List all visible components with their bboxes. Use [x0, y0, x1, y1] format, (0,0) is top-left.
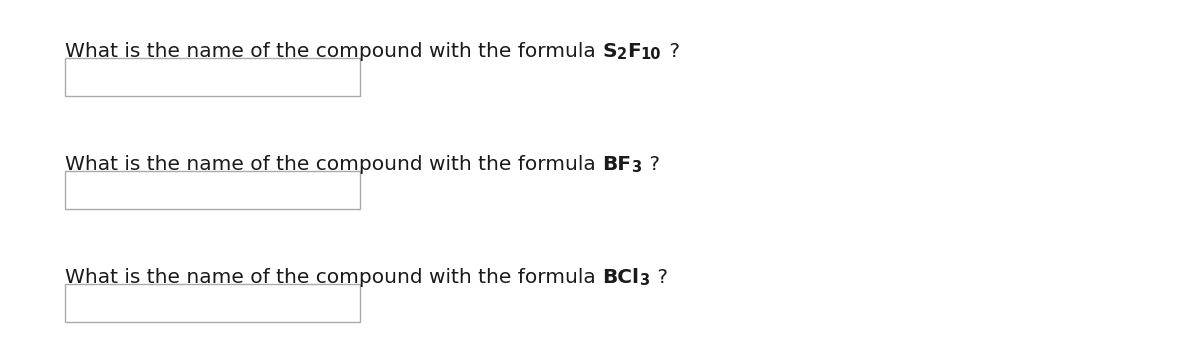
Bar — [65, 58, 360, 96]
Text: ?: ? — [664, 42, 680, 61]
Text: ?: ? — [643, 155, 660, 174]
Text: What is the name of the compound with the formula: What is the name of the compound with th… — [65, 155, 602, 174]
Text: F: F — [626, 42, 641, 61]
Text: S: S — [602, 42, 617, 61]
Text: 2: 2 — [617, 47, 626, 62]
Bar — [65, 284, 360, 322]
Text: 3: 3 — [640, 273, 649, 288]
Bar — [65, 171, 360, 209]
Text: What is the name of the compound with the formula: What is the name of the compound with th… — [65, 268, 602, 287]
Text: 3: 3 — [631, 160, 641, 175]
Text: ?: ? — [652, 268, 668, 287]
Text: BF: BF — [602, 155, 631, 174]
Text: What is the name of the compound with the formula: What is the name of the compound with th… — [65, 42, 602, 61]
Text: 10: 10 — [641, 47, 661, 62]
Text: BCl: BCl — [602, 268, 640, 287]
